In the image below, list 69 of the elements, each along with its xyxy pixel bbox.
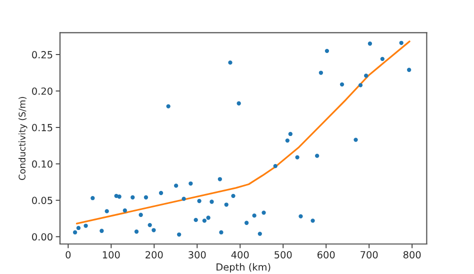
point — [244, 220, 249, 225]
point — [166, 104, 170, 108]
point — [354, 138, 358, 142]
point — [84, 224, 88, 228]
point — [298, 214, 303, 218]
point — [288, 132, 293, 136]
point — [380, 56, 385, 62]
x-tick-label: 800 — [403, 251, 421, 258]
point — [285, 138, 290, 143]
point — [117, 194, 122, 199]
point — [273, 164, 278, 168]
point — [174, 184, 178, 188]
point — [72, 230, 78, 234]
point — [340, 82, 344, 87]
point — [399, 40, 404, 45]
x-tick-label: 500 — [274, 251, 292, 258]
point — [231, 194, 236, 198]
point — [310, 218, 315, 223]
x-tick-label: 600 — [318, 251, 335, 258]
point — [138, 212, 143, 217]
point — [104, 209, 109, 214]
y-tick-label: 0.10 — [32, 160, 52, 168]
line-series — [76, 40, 410, 224]
point — [252, 214, 256, 218]
point — [76, 226, 81, 230]
point — [258, 232, 262, 236]
point — [318, 70, 324, 75]
point — [130, 195, 135, 200]
point — [188, 181, 193, 186]
point — [158, 190, 164, 196]
point — [262, 210, 266, 215]
y-axis-title: Conductivity (S/m) — [18, 97, 28, 180]
point — [134, 230, 139, 234]
y-tick-label: 0.00 — [32, 233, 52, 241]
point — [219, 230, 224, 234]
point — [224, 202, 228, 207]
point — [90, 196, 95, 200]
point — [182, 196, 186, 201]
y-tick-label: 0.15 — [32, 124, 52, 132]
x-tick-label: 400 — [231, 251, 249, 258]
point — [314, 154, 320, 158]
point — [236, 101, 241, 106]
point — [100, 228, 104, 233]
x-tick-label: 300 — [188, 251, 206, 258]
point — [202, 218, 207, 223]
point — [148, 222, 152, 228]
y-tick-label: 0.20 — [32, 87, 52, 95]
point — [295, 155, 300, 160]
point — [206, 216, 210, 220]
point — [228, 60, 232, 65]
point — [176, 232, 182, 237]
point — [122, 208, 127, 213]
x-tick-label: 700 — [360, 251, 378, 258]
point — [197, 198, 202, 204]
x-tick-label: 100 — [102, 251, 120, 258]
point — [368, 42, 372, 46]
y-tick-label: 0.25 — [32, 51, 52, 58]
point — [218, 177, 222, 182]
x-tick-label: 200 — [146, 251, 163, 258]
point — [358, 83, 363, 88]
point — [194, 218, 198, 222]
y-tick-label: 0.05 — [32, 196, 52, 204]
point — [152, 228, 156, 232]
x-axis-title: Depth (km) — [216, 263, 270, 273]
point — [324, 48, 330, 53]
point — [406, 68, 412, 72]
x-tick-label: 0 — [66, 251, 71, 258]
point — [144, 195, 148, 200]
point — [364, 74, 368, 78]
